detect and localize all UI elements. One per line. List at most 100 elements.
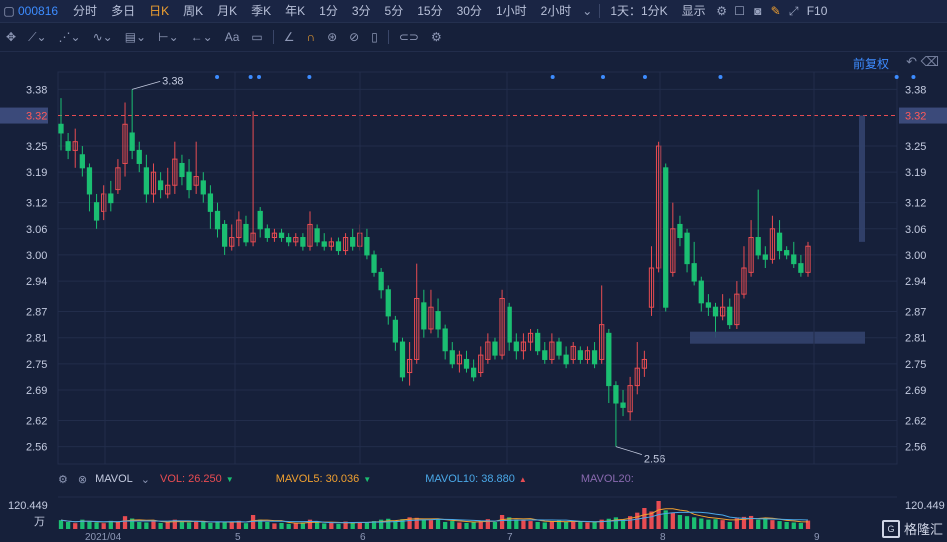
volume-bar [58,520,64,529]
comment-icon[interactable]: ▭ [251,30,263,44]
hide-icon[interactable]: ⊘ [349,30,360,44]
candle-body [727,306,733,326]
ruler-icon[interactable]: ∠ [283,30,295,44]
volume-bar [115,522,121,529]
range-tool-icon[interactable]: ⊢⌄ [158,30,179,44]
tab-period-9[interactable]: 5分 [384,4,404,18]
brand-logo: G 格隆汇 [881,519,943,538]
tab-period-1[interactable]: 多日 [111,4,136,18]
mavol10-value: MAVOL10: 38.880 [425,473,515,485]
f10-button[interactable]: F10 [806,4,828,18]
candle-body [435,311,441,330]
panel-toggle-icon[interactable]: ▢ [3,4,15,18]
tab-period-2[interactable]: 日K [149,4,170,18]
text-tool-icon[interactable]: Aa [224,30,240,44]
candle-body [556,341,562,356]
candle-body [520,341,527,352]
move-icon[interactable]: ✥ [6,30,17,44]
checkbox-icon[interactable]: ☐ [734,4,746,18]
volume-bar [741,516,747,529]
stock-code[interactable]: 000816 [18,4,59,18]
volume-bar [229,522,234,529]
candle-body [399,341,406,378]
candle-body [442,328,448,352]
channel-tool-icon[interactable]: ⋰⌄ [58,30,81,44]
candle-body [243,223,249,243]
tab-period-12[interactable]: 1小时 [495,4,527,18]
fib-tool-icon[interactable]: ▤⌄ [124,30,147,44]
candle-body [663,167,669,308]
volume-bar [151,521,156,529]
volume-max-label-right: 120.449 [905,500,945,512]
event-marker [894,75,899,79]
y-tick-label-left: 3.06 [26,224,47,236]
current-price-badge-right [899,107,947,124]
candle-body [93,202,100,221]
candle-body [250,232,256,243]
candle-body [712,306,719,317]
volume-bar [400,519,405,529]
tab-period-10[interactable]: 15分 [417,4,443,18]
mavol5-down-icon: ▼ [363,474,372,484]
candle-body [157,180,164,191]
camera-icon[interactable]: ◙ [754,4,762,18]
tab-period-7[interactable]: 1分 [319,4,338,18]
price-panel-frame [57,71,898,465]
candle-body [221,223,228,247]
volume-bar [307,519,313,529]
chevron-down-icon[interactable]: ⌄ [140,473,151,486]
gear-icon[interactable]: ⚙ [716,4,728,18]
magnet-icon[interactable]: ∩ [306,30,316,44]
link-icon[interactable]: ⊂⊃ [398,30,419,44]
candle-body [72,141,78,151]
mavol-label[interactable]: MAVOL [95,473,133,485]
candle-body [79,154,85,169]
event-marker [215,75,220,79]
candle-body [271,232,278,239]
top-toolbar: ▢ 000816 分时 多日 日K 周K 月K 季K 年K 1分 3分 5分 15分 30分 1小时 2小… [0,0,947,23]
tab-period-0[interactable]: 分时 [73,4,98,18]
volume-bar [677,515,683,529]
candle-body [186,171,192,191]
mavol-info-bar: ⚙ ⊗ MAVOL ⌄ VOL: 26.250 ▼ MAVOL5: 30.036… [0,469,947,489]
period-select[interactable]: 1天：1分K [610,4,668,18]
chevron-down-icon[interactable]: ⌄ [582,4,593,18]
kline-chart[interactable]: 3.38 3.38 3.32 3.32 3.25 3.25 3.19 3.19 3.12 3.12… [0,52,947,542]
x-axis-label: 6 [360,532,366,542]
pen-icon[interactable]: ✎ [770,4,781,18]
erase-icon[interactable]: ⌫ [920,54,939,69]
high-label: 3.38 [162,75,183,87]
event-marker [601,75,606,79]
tab-period-6[interactable]: 年K [285,4,306,18]
candle-body [456,354,463,365]
close-icon[interactable]: ⊗ [77,473,88,486]
tab-period-11[interactable]: 30分 [456,4,482,18]
line-tool-icon[interactable]: ⟋⌄ [28,29,47,44]
candle-body [762,254,768,260]
trash-icon[interactable]: ▯ [371,30,378,44]
y-tick-label-right: 3.12 [905,198,926,210]
volume-bar [507,517,512,529]
candle-body [606,332,612,387]
volume-bar [777,521,782,529]
candle-body [293,237,299,243]
tab-period-5[interactable]: 季K [251,4,272,18]
candle-body [406,358,413,374]
adjust-mode-button[interactable]: 前复权 [852,57,889,71]
volume-bar [165,522,170,529]
fullscreen-icon[interactable]: ⤢ [788,3,799,18]
lock-icon[interactable]: ⊛ [327,30,338,44]
tab-period-8[interactable]: 3分 [351,4,371,18]
tab-period-13[interactable]: 2小时 [540,4,572,18]
arrow-tool-icon[interactable]: ←⌄ [190,30,213,44]
wave-tool-icon[interactable]: ∿⌄ [92,30,113,44]
undo-icon[interactable]: ↶ [906,54,917,69]
display-button[interactable]: 显示 [681,4,706,18]
gear-icon[interactable]: ⚙ [58,473,68,486]
volume-bar [179,521,185,529]
volume-bar [670,512,675,529]
tab-period-4[interactable]: 月K [217,4,238,18]
tab-period-3[interactable]: 周K [183,4,204,18]
volume-bar [243,523,249,529]
settings-icon[interactable]: ⚙ [430,30,442,44]
